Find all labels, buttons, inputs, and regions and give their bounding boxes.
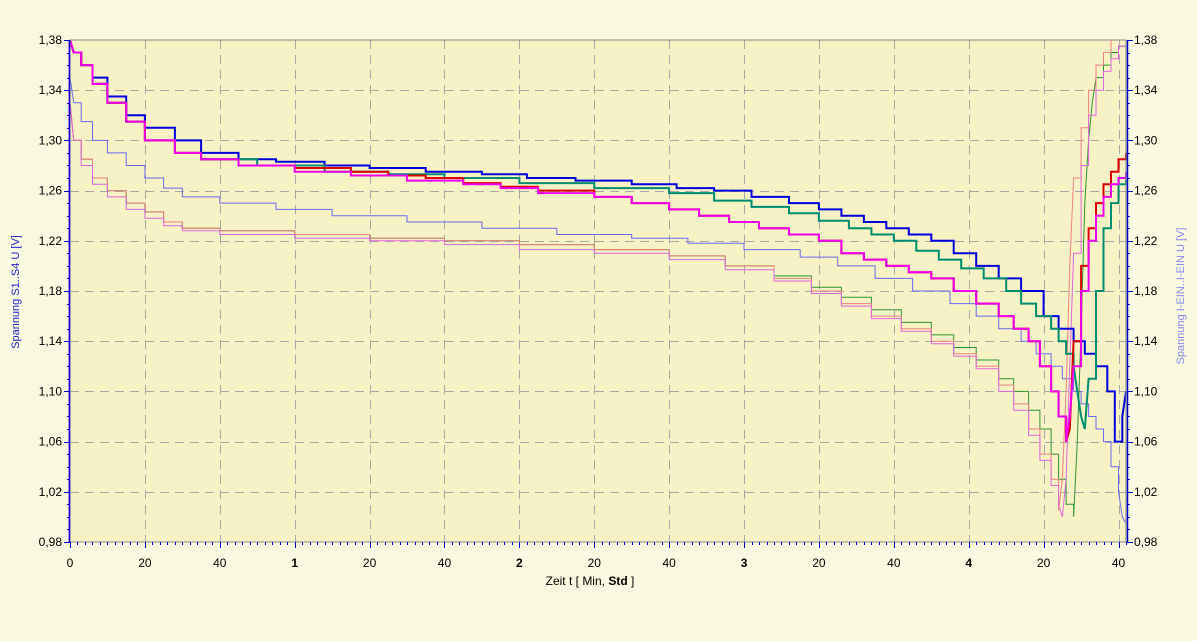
x-tick-label: 3: [741, 556, 748, 570]
y-tick-label-left: 1,22: [39, 234, 63, 248]
x-tick-label: 20: [138, 556, 152, 570]
x-tick-label: 40: [1112, 556, 1126, 570]
y-tick-label-right: 1,38: [1134, 33, 1158, 47]
y-tick-label-right: 1,06: [1134, 435, 1158, 449]
x-axis-title-part3: ]: [628, 574, 635, 588]
x-tick-label: 20: [588, 556, 602, 570]
y-tick-label-left: 1,34: [39, 83, 63, 97]
y-tick-label-right: 0,98: [1134, 535, 1158, 549]
x-axis-title: Zeit t [ Min, Std ]: [546, 574, 635, 588]
y-axis-right-title: Spannung I-EIN..I-EIN U [V]: [1175, 228, 1187, 365]
x-tick-label: 40: [887, 556, 901, 570]
y-tick-label-right: 1,26: [1134, 184, 1158, 198]
tick-labels: 0 20 40 1 20 40 2 20 40 3 20 40 4 20 40 0,98 0,98 1,02 1,0…: [39, 33, 1158, 570]
x-axis-title-part1: Zeit t [ Min,: [546, 574, 609, 588]
axis-ticks: [64, 40, 1133, 548]
x-axis-title-part2: Std: [608, 574, 627, 588]
y-tick-label-left: 0,98: [39, 535, 63, 549]
series-line-5: [69, 77, 1127, 524]
y-tick-label-right: 1,10: [1134, 384, 1158, 398]
y-tick-label-right: 1,14: [1134, 334, 1158, 348]
y-tick-label-right: 1,02: [1134, 485, 1158, 499]
x-tick-label: 4: [965, 556, 972, 570]
y-tick-label-right: 1,30: [1134, 133, 1158, 147]
y-tick-label-left: 1,02: [39, 485, 63, 499]
y-tick-label-left: 1,26: [39, 184, 63, 198]
x-tick-label: 0: [67, 556, 74, 570]
x-tick-label: 2: [516, 556, 523, 570]
x-tick-label: 40: [438, 556, 452, 570]
y-tick-label-left: 1,18: [39, 284, 63, 298]
y-tick-label-right: 1,22: [1134, 234, 1158, 248]
grid-lines: [70, 40, 1126, 542]
y-tick-label-left: 1,38: [39, 33, 63, 47]
x-tick-label: 1: [291, 556, 298, 570]
series-line-4: [69, 39, 1127, 442]
y-tick-label-left: 1,30: [39, 133, 63, 147]
series-line-8: [69, 40, 1127, 518]
x-tick-label: 20: [363, 556, 377, 570]
y-tick-label-right: 1,18: [1134, 284, 1158, 298]
x-tick-label: 40: [213, 556, 227, 570]
y-axis-left-title: Spannung S1..S4 U [V]: [10, 235, 22, 349]
x-tick-label: 40: [662, 556, 676, 570]
x-tick-label: 20: [1037, 556, 1051, 570]
x-tick-label: 20: [812, 556, 826, 570]
y-tick-label-left: 1,06: [39, 435, 63, 449]
y-tick-label-left: 1,14: [39, 334, 63, 348]
y-tick-label-right: 1,34: [1134, 83, 1158, 97]
y-tick-label-left: 1,10: [39, 384, 63, 398]
